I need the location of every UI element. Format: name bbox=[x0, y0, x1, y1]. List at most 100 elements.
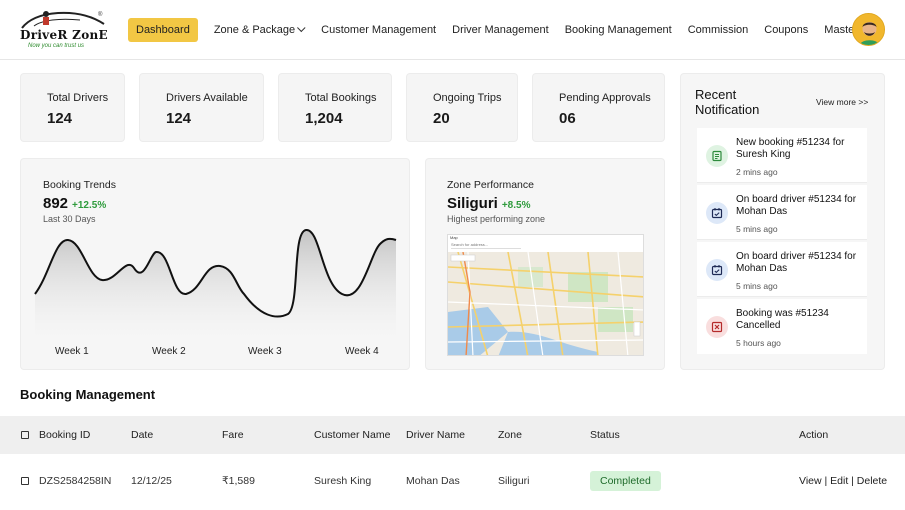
column-header[interactable]: Zone bbox=[498, 429, 522, 441]
stat-value: 20 bbox=[433, 110, 450, 127]
nav-customer-management-label: Customer Management bbox=[321, 24, 437, 36]
nav-commission[interactable]: Commission bbox=[688, 24, 749, 36]
column-header[interactable]: Action bbox=[799, 429, 829, 441]
nav-dashboard[interactable]: Dashboard bbox=[128, 18, 198, 42]
notification-time: 5 mins ago bbox=[736, 281, 778, 291]
nav-coupons-label: Coupons bbox=[764, 24, 809, 36]
booking-trends-value-row: 892 +12.5% bbox=[43, 195, 106, 212]
booking-id-cell: DZS2584258IN bbox=[39, 475, 112, 487]
nav-master[interactable]: Master bbox=[824, 23, 869, 36]
notification-item[interactable]: On board driver #51234 for Mohan Das 5 m… bbox=[697, 242, 867, 297]
nav-dashboard-label: Dashboard bbox=[136, 24, 190, 36]
column-header[interactable]: Status bbox=[590, 429, 620, 441]
notification-text: On board driver #51234 for Mohan Das bbox=[736, 251, 857, 274]
row-checkbox[interactable] bbox=[21, 477, 29, 485]
user-avatar-icon bbox=[853, 14, 884, 45]
view-more-link[interactable]: View more >> bbox=[816, 97, 869, 107]
chevron-down-icon bbox=[297, 23, 306, 33]
booking-icon bbox=[706, 145, 728, 167]
recent-notification-title: Recent Notification bbox=[695, 87, 760, 117]
nav-customer-management[interactable]: Customer Management bbox=[321, 24, 436, 36]
view-link[interactable]: View bbox=[799, 475, 822, 487]
calendar-check-icon bbox=[706, 259, 728, 281]
registered-mark: ® bbox=[98, 12, 103, 18]
stat-value: 1,204 bbox=[305, 110, 343, 127]
nav-coupons[interactable]: Coupons bbox=[764, 24, 808, 36]
cancel-booking-icon bbox=[706, 316, 728, 338]
row-actions: View | Edit | Delete bbox=[799, 475, 888, 487]
nav-booking-management-label: Booking Management bbox=[564, 24, 672, 36]
stat-label: Total Drivers bbox=[47, 92, 109, 104]
brand-name: DriveR ZonE bbox=[20, 28, 108, 42]
stat-label: Drivers Available bbox=[166, 92, 248, 104]
zone-performance-subtitle: Highest performing zone bbox=[447, 214, 546, 224]
stat-card-ongoing-trips: Ongoing Trips 20 bbox=[406, 73, 518, 142]
column-header[interactable]: Date bbox=[131, 429, 154, 441]
nav-zone-package-label: Zone & Package bbox=[213, 24, 296, 36]
nav-booking-management[interactable]: Booking Management bbox=[565, 24, 672, 36]
stat-label: Total Bookings bbox=[305, 92, 377, 104]
notification-time: 5 mins ago bbox=[736, 224, 778, 234]
booking-trends-value: 892 bbox=[43, 195, 69, 212]
nav-zone-package[interactable]: Zone & Package bbox=[213, 23, 306, 36]
date-cell: 12/12/25 bbox=[131, 475, 172, 487]
booking-management-title: Booking Management bbox=[20, 387, 156, 402]
brand-tagline: Now you can trust us bbox=[28, 43, 85, 49]
stat-value: 124 bbox=[47, 110, 73, 127]
notification-item[interactable]: Booking was #51234 Cancelled 5 hours ago bbox=[697, 299, 867, 354]
week-label: Week 2 bbox=[152, 346, 186, 357]
stat-label: Pending Approvals bbox=[559, 92, 651, 104]
stat-label: Ongoing Trips bbox=[433, 92, 502, 104]
edit-link[interactable]: Edit bbox=[830, 475, 849, 487]
driver-name-cell: Mohan Das bbox=[406, 475, 460, 487]
zone-performance-title: Zone Performance bbox=[447, 179, 534, 191]
week-label: Week 4 bbox=[345, 346, 379, 357]
column-header[interactable]: Driver Name bbox=[406, 429, 465, 441]
map-search-input[interactable]: Search for address... bbox=[451, 242, 521, 249]
fare-cell: ₹1,589 bbox=[222, 475, 255, 487]
nav-driver-management-label: Driver Management bbox=[452, 24, 549, 36]
notification-time: 5 hours ago bbox=[736, 338, 781, 348]
driver-zone-logo[interactable]: ® DriveR ZonE Now you can trust us bbox=[18, 8, 108, 52]
booking-trends-sparkline bbox=[34, 229, 397, 340]
stat-value: 124 bbox=[166, 110, 192, 127]
nav-master-label: Master bbox=[824, 24, 858, 36]
column-header[interactable]: Customer Name bbox=[314, 429, 391, 441]
calendar-check-icon bbox=[706, 202, 728, 224]
week-label: Week 1 bbox=[55, 346, 89, 357]
nav-driver-management[interactable]: Driver Management bbox=[452, 24, 549, 36]
map-label: Map bbox=[450, 235, 458, 240]
zone-performance-value-row: Siliguri +8.5% bbox=[447, 195, 530, 212]
notification-time: 2 mins ago bbox=[736, 167, 778, 177]
zone-cell: Siliguri bbox=[498, 475, 530, 487]
main-nav: Dashboard Zone & Package Customer Manage… bbox=[128, 17, 884, 43]
zone-change: +8.5% bbox=[501, 200, 531, 211]
user-avatar[interactable] bbox=[852, 13, 885, 46]
notification-item[interactable]: On board driver #51234 for Mohan Das 5 m… bbox=[697, 185, 867, 240]
week-label: Week 3 bbox=[248, 346, 282, 357]
booking-trends-period: Last 30 Days bbox=[43, 214, 96, 224]
stat-card-pending-approvals: Pending Approvals 06 bbox=[532, 73, 665, 142]
nav-commission-label: Commission bbox=[687, 24, 749, 36]
notification-text: Booking was #51234 Cancelled bbox=[736, 308, 829, 331]
booking-trends-title: Booking Trends bbox=[43, 179, 116, 191]
zone-name: Siliguri bbox=[447, 195, 498, 212]
table-header: Booking ID Date Fare Customer Name Drive… bbox=[0, 416, 905, 454]
top-navigation-bar: ® DriveR ZonE Now you can trust us Dashb… bbox=[0, 0, 905, 60]
zone-map[interactable]: Map Search for address... bbox=[447, 234, 644, 356]
stat-card-total-bookings: Total Bookings 1,204 bbox=[278, 73, 392, 142]
status-badge: Completed bbox=[590, 471, 661, 491]
stat-card-total-drivers: Total Drivers 124 bbox=[20, 73, 125, 142]
booking-trends-change: +12.5% bbox=[72, 200, 107, 211]
delete-link[interactable]: Delete bbox=[856, 475, 888, 487]
customer-name-cell: Suresh King bbox=[314, 475, 372, 487]
car-logo-icon bbox=[21, 11, 105, 29]
notification-item[interactable]: New booking #51234 for Suresh King 2 min… bbox=[697, 128, 867, 183]
notification-text: On board driver #51234 for Mohan Das bbox=[736, 194, 857, 217]
map-tiles bbox=[448, 252, 643, 355]
stat-card-drivers-available: Drivers Available 124 bbox=[139, 73, 264, 142]
select-all-checkbox[interactable] bbox=[21, 431, 29, 439]
column-header[interactable]: Booking ID bbox=[39, 429, 91, 441]
column-header[interactable]: Fare bbox=[222, 429, 244, 441]
stat-value: 06 bbox=[559, 110, 576, 127]
